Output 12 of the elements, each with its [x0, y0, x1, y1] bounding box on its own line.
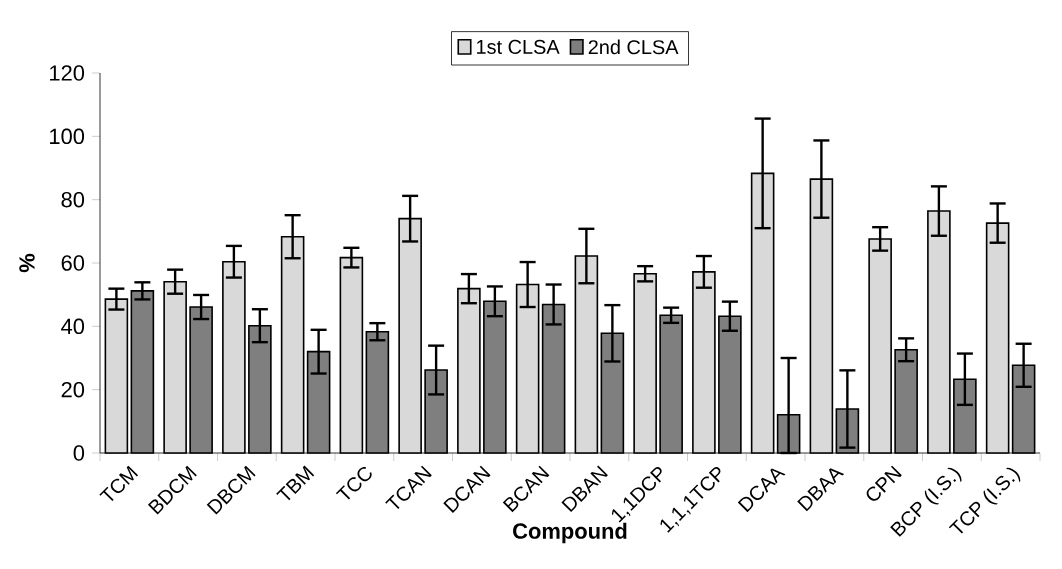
x-axis-title: Compound: [513, 522, 627, 544]
y-axis-title: %: [19, 253, 35, 273]
legend-label: 2nd CLSA: [588, 39, 679, 55]
y-tick-label: 20: [61, 381, 85, 398]
y-tick-label: 80: [61, 191, 85, 208]
y-tick-label: 120: [50, 65, 85, 81]
y-tick-label: 60: [61, 255, 85, 271]
y-tick-label: 0: [73, 445, 85, 461]
y-tick-label: 40: [61, 318, 85, 335]
y-tick-label: 100: [50, 128, 85, 145]
legend-label: 1st CLSA: [477, 39, 560, 54]
x-tick-label: TCC: [335, 466, 372, 500]
